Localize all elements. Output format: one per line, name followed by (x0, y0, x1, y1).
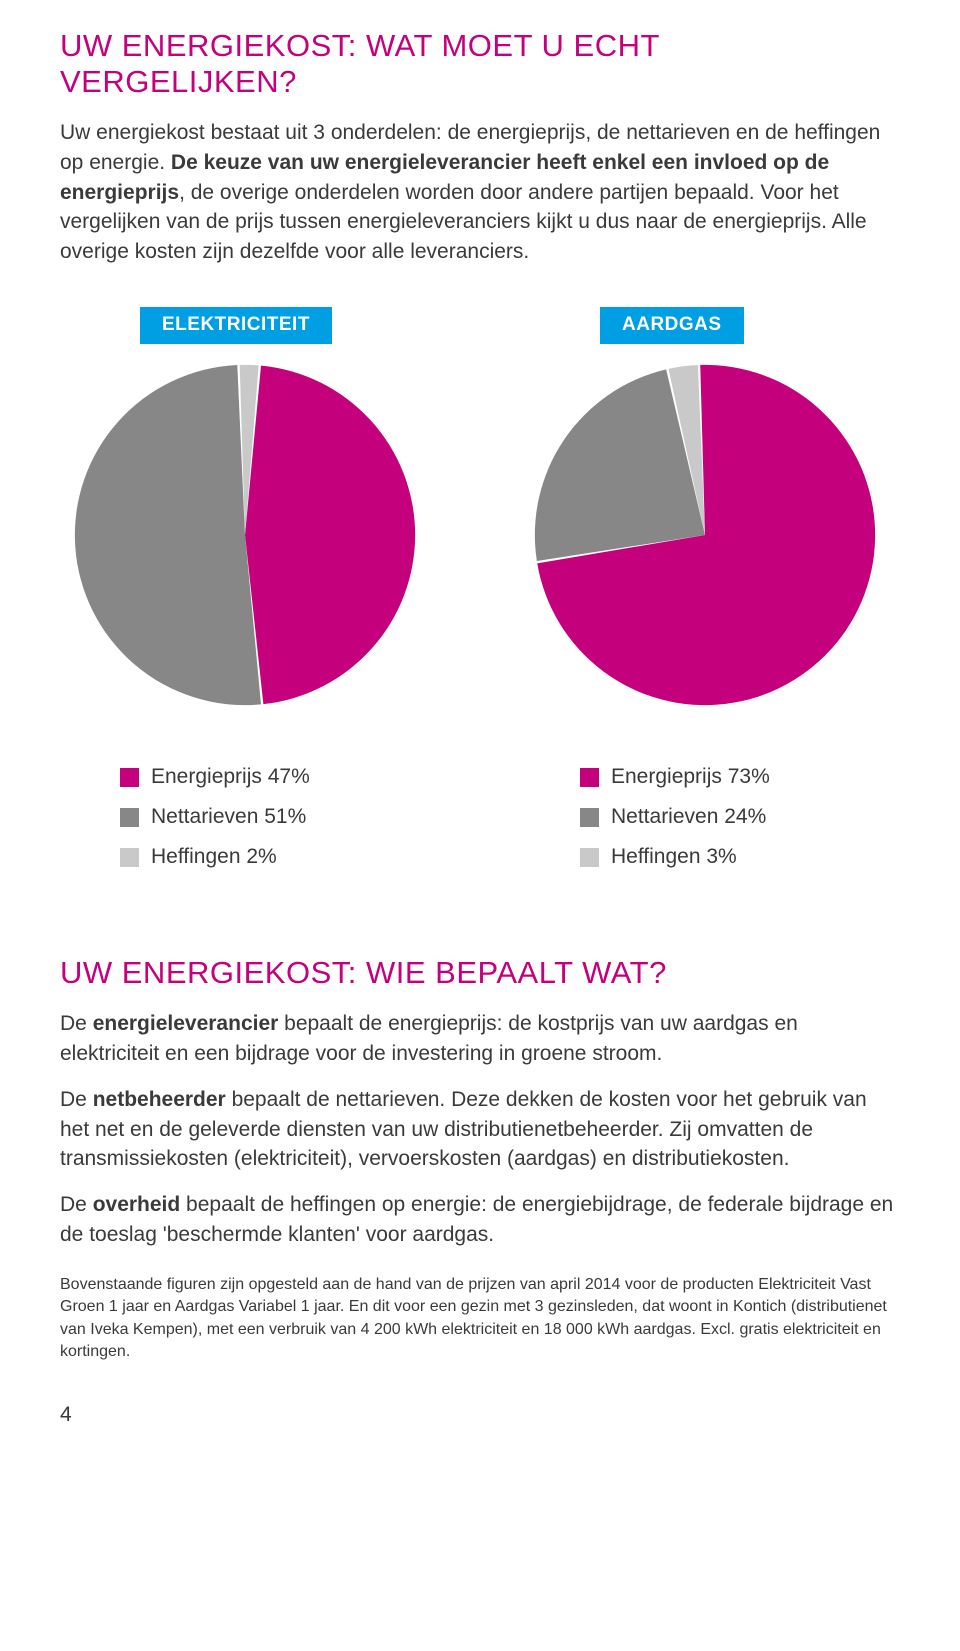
legend-item: Heffingen 3% (580, 845, 890, 869)
p-text: De (60, 1088, 93, 1111)
legend-swatch (580, 768, 599, 787)
pie-slice (245, 366, 415, 705)
legend-item: Energieprijs 47% (120, 765, 430, 789)
legend-swatch (580, 848, 599, 867)
legend-aardgas: Energieprijs 73% Nettarieven 24% Heffingen… (520, 765, 890, 869)
pie-aardgas (520, 360, 890, 710)
section2-p1: De energieleverancier bepaalt de energie… (60, 1009, 900, 1069)
legend-item: Energieprijs 73% (580, 765, 890, 789)
p-bold: overheid (93, 1193, 181, 1216)
footnote: Bovenstaande figuren zijn opgesteld aan … (60, 1274, 900, 1364)
p-text: bepaalt de heffingen op energie: de ener… (60, 1193, 893, 1246)
legend-elektriciteit: Energieprijs 47% Nettarieven 51% Heffingen… (60, 765, 430, 869)
legend-label: Energieprijs 47% (151, 765, 310, 789)
badge-aardgas: AARDGAS (600, 307, 744, 344)
legend-swatch (580, 808, 599, 827)
section2-title: UW ENERGIEKOST: WIE BEPAALT WAT? (60, 955, 900, 991)
chart-elektriciteit: ELEKTRICITEIT Energieprijs 47% Nettarieve… (60, 307, 430, 885)
legend-item: Nettarieven 24% (580, 805, 890, 829)
legend-swatch (120, 808, 139, 827)
legend-label: Heffingen 3% (611, 845, 737, 869)
legend-swatch (120, 768, 139, 787)
badge-elektriciteit: ELEKTRICITEIT (140, 307, 332, 344)
legend-label: Nettarieven 24% (611, 805, 766, 829)
legend-label: Nettarieven 51% (151, 805, 306, 829)
para-text: , de overige onderdelen worden door ande… (60, 181, 867, 264)
p-text: De (60, 1193, 93, 1216)
section2-p3: De overheid bepaalt de heffingen op ener… (60, 1190, 900, 1250)
legend-label: Heffingen 2% (151, 845, 277, 869)
page-number: 4 (60, 1403, 900, 1427)
chart-aardgas: AARDGAS Energieprijs 73% Nettarieven 24% H… (520, 307, 890, 885)
legend-swatch (120, 848, 139, 867)
p-text: De (60, 1012, 93, 1035)
legend-label: Energieprijs 73% (611, 765, 770, 789)
p-bold: netbeheerder (93, 1088, 226, 1111)
legend-item: Heffingen 2% (120, 845, 430, 869)
legend-item: Nettarieven 51% (120, 805, 430, 829)
p-bold: energieleverancier (93, 1012, 279, 1035)
pie-elektriciteit (60, 360, 430, 710)
section2-p2: De netbeheerder bepaalt de nettarieven. … (60, 1085, 900, 1174)
charts-row: ELEKTRICITEIT Energieprijs 47% Nettarieve… (60, 307, 900, 885)
pie-slice (75, 365, 261, 705)
section1-title: UW ENERGIEKOST: WAT MOET U ECHT VERGELIJ… (60, 28, 900, 100)
section1-paragraph: Uw energiekost bestaat uit 3 onderdelen:… (60, 118, 900, 267)
